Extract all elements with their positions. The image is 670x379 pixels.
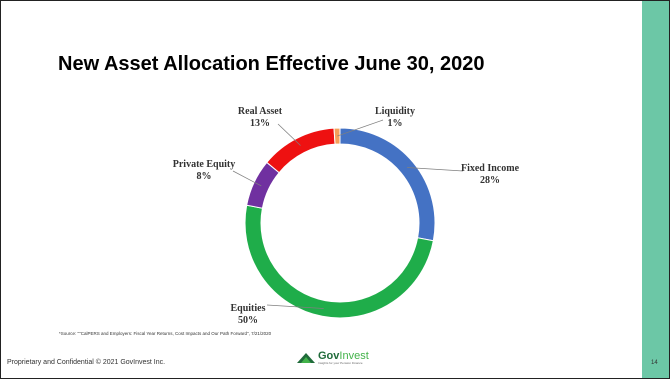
donut-slice-private-equity [247, 162, 279, 208]
slice-name-liquidity: Liquidity [375, 106, 415, 117]
slice-name-fixed-income: Fixed Income [461, 163, 520, 174]
source-note: *Source: ""CalPERS and Employers: Fiscal… [59, 331, 271, 336]
page-number: 14 [651, 360, 658, 366]
slice-value-private-equity: 8% [197, 171, 212, 182]
slice-name-private-equity: Private Equity [173, 159, 236, 170]
slice-value-liquidity: 1% [388, 118, 403, 129]
slice-name-real-asset: Real Asset [238, 106, 283, 117]
donut-slice-liquidity [334, 128, 340, 144]
donut-slice-real-asset [267, 128, 335, 172]
govinvest-logo: GovInvest Insights for your Pension Fina… [297, 351, 369, 365]
logo-tagline: Insights for your Pension Finance [318, 362, 369, 365]
logo-mark-icon [297, 352, 315, 364]
donut-slice-equities [245, 205, 433, 318]
donut-slices [245, 128, 435, 318]
donut-slice-fixed-income [340, 128, 435, 241]
slice-name-equities: Equities [230, 303, 265, 314]
slice-value-real-asset: 13% [250, 118, 270, 129]
slice-value-fixed-income: 28% [480, 175, 500, 186]
footer-copyright: Proprietary and Confidential © 2021 GovI… [7, 359, 165, 366]
slice-value-equities: 50% [238, 315, 258, 326]
